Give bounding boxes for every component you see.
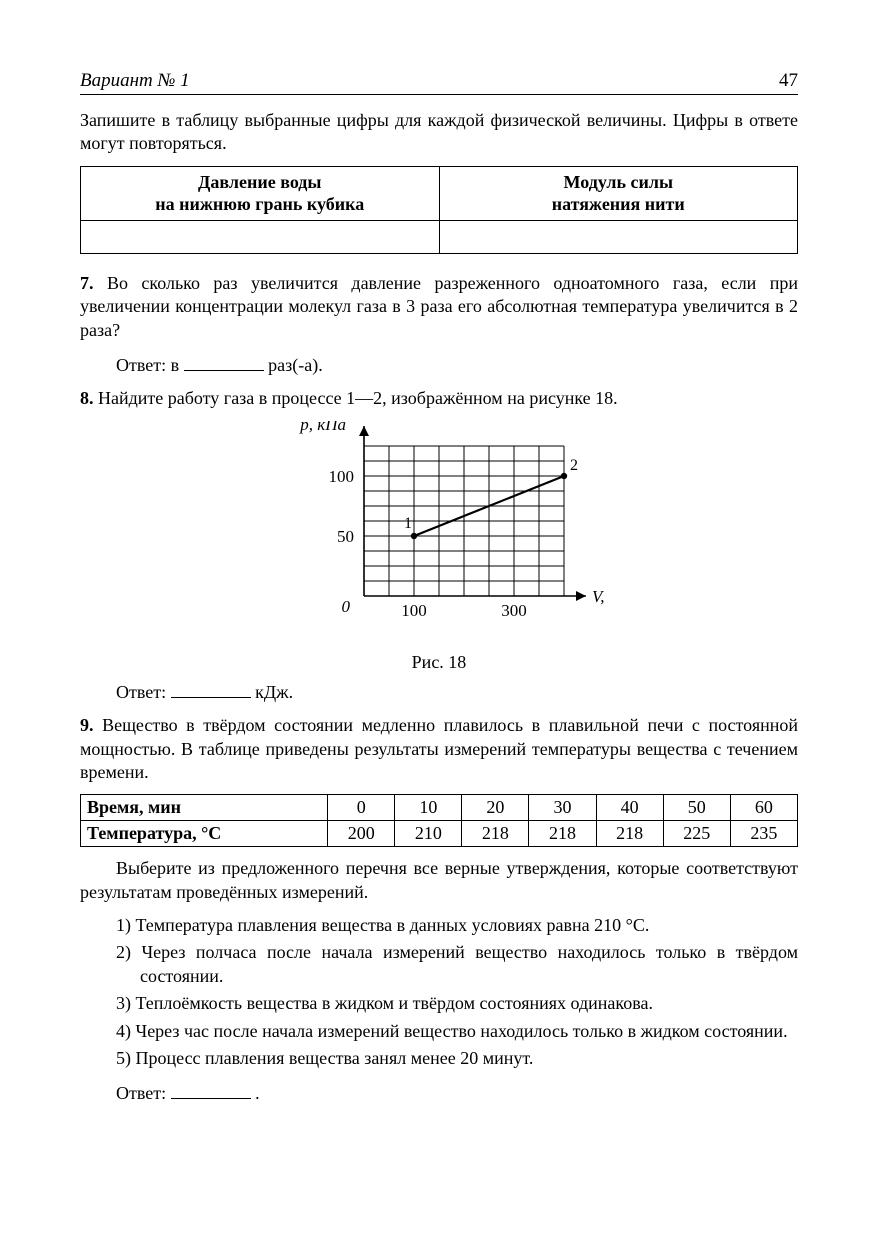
table-cell: 218 [529, 821, 596, 847]
q9-text: Вещество в твёрдом состоянии медленно пл… [80, 715, 798, 782]
choice-item: 5) Процесс плавления вещества занял мене… [116, 1047, 798, 1070]
col1-answer-cell[interactable] [81, 220, 440, 253]
choice-item: 3) Теплоёмкость вещества в жидком и твёр… [116, 992, 798, 1015]
q7-number: 7. [80, 273, 94, 293]
page-header: Вариант № 1 47 [80, 70, 798, 95]
question-7: 7. Во сколько раз увеличится давление ра… [80, 272, 798, 342]
col2-answer-cell[interactable] [439, 220, 798, 253]
q8-answer-line: Ответ: кДж. [116, 679, 798, 704]
choice-item: 4) Через час после начала измерений веще… [116, 1020, 798, 1043]
answer-table-q6: Давление воды на нижнюю грань кубика Мод… [80, 166, 798, 254]
table-cell: 225 [663, 821, 730, 847]
choice-item: 2) Через полчаса после начала измерений … [116, 941, 798, 988]
figure-18-caption: Рис. 18 [80, 652, 798, 673]
table-cell: 40 [596, 795, 663, 821]
q9-answer-blank[interactable] [171, 1080, 251, 1099]
svg-text:p, кПа: p, кПа [299, 421, 346, 434]
svg-text:1: 1 [404, 515, 412, 532]
q9-number: 9. [80, 715, 94, 735]
q8-text: Найдите работу газа в процессе 1—2, изоб… [98, 388, 618, 408]
q9-data-table: Время, мин0102030405060 Температура, °С20… [80, 794, 798, 847]
intro-paragraph: Запишите в таблицу выбранные цифры для к… [80, 109, 798, 156]
q8-number: 8. [80, 388, 94, 408]
q8-answer-blank[interactable] [171, 679, 251, 698]
choice-item: 1) Температура плавления вещества в данн… [116, 914, 798, 937]
table-cell: 0 [328, 795, 395, 821]
page-number: 47 [779, 70, 798, 92]
col1-header: Давление воды на нижнюю грань кубика [81, 166, 440, 220]
table-cell: 10 [395, 795, 462, 821]
q7-text: Во сколько раз увеличится давление разре… [80, 273, 798, 340]
svg-text:100: 100 [329, 467, 355, 486]
question-8: 8. Найдите работу газа в процессе 1—2, и… [80, 387, 798, 410]
table-cell: 50 [663, 795, 730, 821]
table-row-header: Температура, °С [81, 821, 328, 847]
svg-text:V, дм3: V, дм3 [592, 587, 604, 606]
col2-header: Модуль силы натяжения нити [439, 166, 798, 220]
figure-18: 100 300 50 100 0 p, кПа V, дм3 1 2 [80, 421, 798, 646]
svg-text:50: 50 [337, 527, 354, 546]
table-cell: 218 [596, 821, 663, 847]
table-cell: 235 [730, 821, 797, 847]
svg-text:2: 2 [570, 457, 578, 474]
table-cell: 60 [730, 795, 797, 821]
chart-q8: 100 300 50 100 0 p, кПа V, дм3 1 2 [274, 421, 604, 641]
variant-label: Вариант № 1 [80, 70, 190, 92]
svg-text:100: 100 [401, 601, 427, 620]
q7-answer-line: Ответ: в раз(-а). [116, 352, 798, 377]
q9-instruction: Выберите из предложенного перечня все ве… [80, 857, 798, 904]
table-cell: 20 [462, 795, 529, 821]
question-9: 9. Вещество в твёрдом состоянии медленно… [80, 714, 798, 784]
svg-text:300: 300 [501, 601, 527, 620]
q7-answer-blank[interactable] [184, 352, 264, 371]
page: Вариант № 1 47 Запишите в таблицу выбран… [0, 0, 878, 1240]
svg-text:0: 0 [342, 597, 351, 616]
table-cell: 210 [395, 821, 462, 847]
table-cell: 218 [462, 821, 529, 847]
table-row-header: Время, мин [81, 795, 328, 821]
q9-answer-line: Ответ: . [116, 1080, 798, 1105]
q9-choices-list: 1) Температура плавления вещества в данн… [80, 914, 798, 1070]
table-cell: 30 [529, 795, 596, 821]
table-cell: 200 [328, 821, 395, 847]
